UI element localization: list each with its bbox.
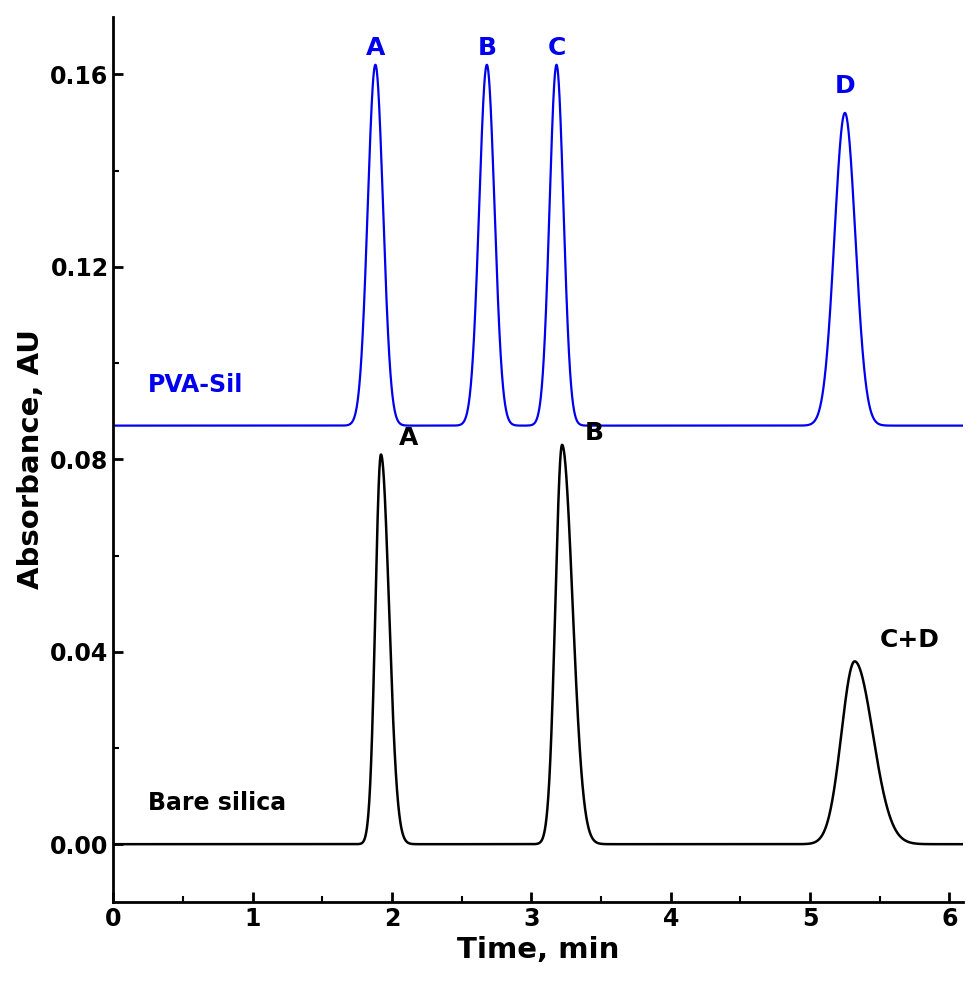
Y-axis label: Absorbance, AU: Absorbance, AU [17, 330, 45, 590]
Text: A: A [399, 426, 418, 449]
Text: C: C [547, 36, 565, 60]
Text: A: A [366, 36, 385, 60]
Text: B: B [584, 421, 604, 444]
Text: Bare silica: Bare silica [148, 792, 286, 815]
Text: D: D [835, 75, 856, 98]
X-axis label: Time, min: Time, min [458, 936, 619, 964]
Text: PVA-Sil: PVA-Sil [148, 373, 244, 396]
Text: C+D: C+D [880, 628, 940, 651]
Text: B: B [477, 36, 496, 60]
